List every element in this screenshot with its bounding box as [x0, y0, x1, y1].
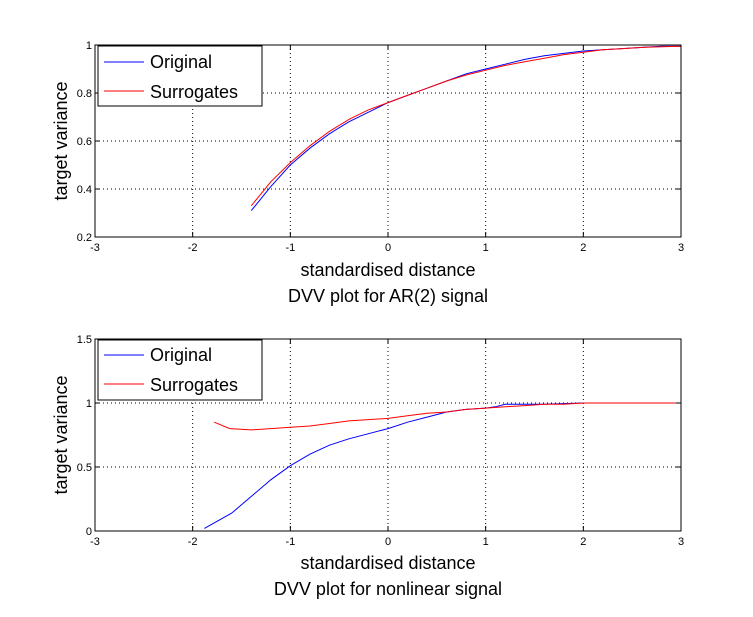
series-lines-ar2 — [250, 45, 682, 211]
series-lines-nonlinear — [204, 402, 681, 529]
x-axis-label-nonlinear: standardised distance — [300, 553, 475, 573]
x-tick-label: -1 — [285, 536, 295, 548]
x-tick-label: -2 — [188, 536, 198, 548]
legend-box-ar2 — [97, 45, 263, 107]
x-tick-label: 3 — [678, 242, 684, 254]
x-tick-label: 0 — [385, 242, 391, 254]
chart-title-ar2: DVV plot for AR(2) signal — [288, 286, 488, 306]
y-tick-label: 1 — [86, 398, 92, 410]
y-tick-label: 1 — [86, 40, 92, 52]
y-tick-label: 0.2 — [77, 232, 92, 244]
legend-nonlinear: Original Surrogates — [97, 339, 263, 401]
x-tick-label: 0 — [385, 536, 391, 548]
x-tick-label: -3 — [90, 242, 100, 254]
legend-label-surrogates-ar2: Surrogates — [150, 82, 238, 102]
plot-ar2: -3 -2 -1 0 1 2 3 0.2 0.4 0.6 0.8 1 standardised dis… — [51, 40, 684, 306]
x-tick-label: -1 — [285, 242, 295, 254]
x-tick-label: 1 — [483, 536, 489, 548]
y-tick-label: 0.8 — [77, 88, 92, 100]
plot-nonlinear: -3 -2 -1 0 1 2 3 0 0.5 1 1.5 standardised distance… — [51, 334, 684, 599]
x-axis-label-ar2: standardised distance — [300, 260, 475, 280]
x-tick-label: 2 — [580, 536, 586, 548]
y-tick-label: 0 — [86, 526, 92, 538]
y-axis-label-nonlinear: target variance — [51, 375, 71, 494]
series-line-original-nonlinear — [204, 402, 642, 529]
y-tick-label: 1.5 — [77, 334, 92, 346]
y-tick-label: 0.5 — [77, 462, 92, 474]
legend-box-nonlinear — [97, 339, 263, 401]
ticks-nonlinear: -3 -2 -1 0 1 2 3 0 0.5 1 1.5 — [77, 334, 684, 548]
x-tick-label: -3 — [90, 536, 100, 548]
legend-label-original-nonlinear: Original — [150, 345, 212, 365]
legend-label-surrogates-nonlinear: Surrogates — [150, 375, 238, 395]
x-tick-label: 3 — [678, 536, 684, 548]
y-tick-label: 0.4 — [77, 184, 92, 196]
x-tick-label: 1 — [483, 242, 489, 254]
y-tick-label: 0.6 — [77, 136, 92, 148]
y-axis-label-ar2: target variance — [51, 81, 71, 200]
legend-label-original-ar2: Original — [150, 52, 212, 72]
legend-ar2: Original Surrogates — [97, 45, 263, 107]
ticks-ar2: -3 -2 -1 0 1 2 3 0.2 0.4 0.6 0.8 1 — [77, 40, 684, 254]
series-line-surrogates-ar2 — [250, 45, 682, 207]
chart-title-nonlinear: DVV plot for nonlinear signal — [274, 579, 502, 599]
x-tick-label: 2 — [580, 242, 586, 254]
x-tick-label: -2 — [188, 242, 198, 254]
series-line-surrogates-nonlinear — [214, 402, 681, 431]
